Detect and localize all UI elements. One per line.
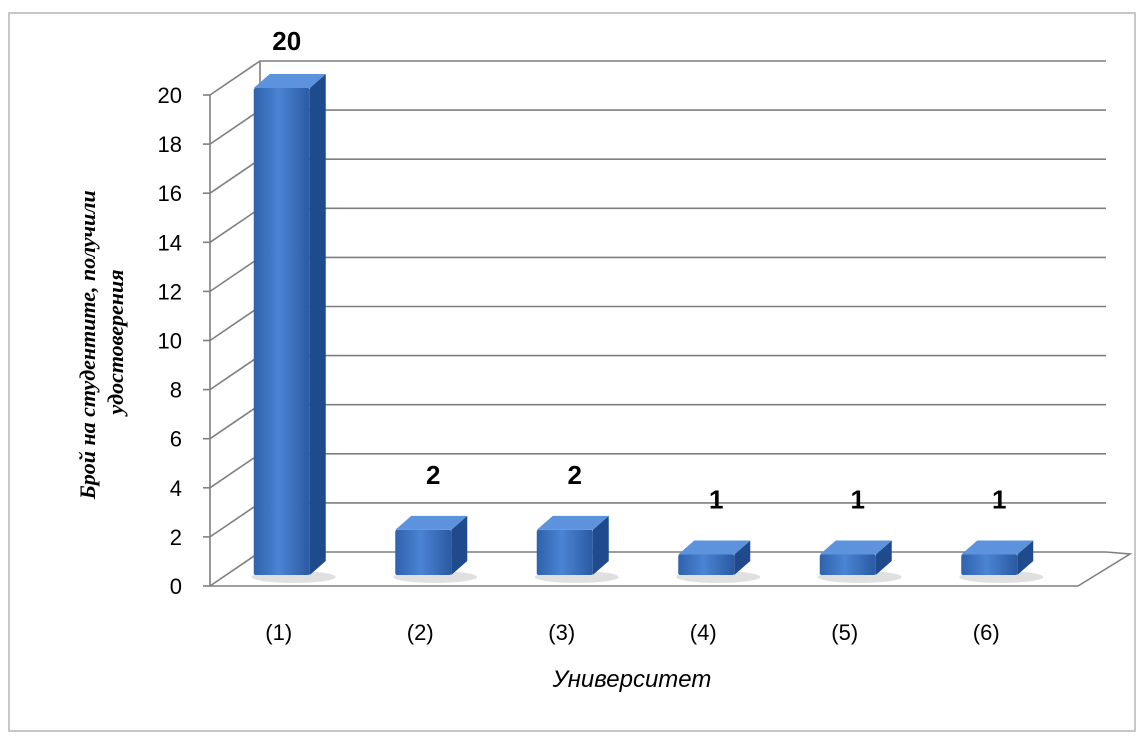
bar-front: [253, 88, 310, 575]
y-axis-title-line-2: удостоверения: [103, 269, 128, 417]
bar-side: [451, 515, 468, 575]
bar-front: [536, 529, 593, 575]
bar-side: [875, 540, 892, 575]
chart-frame: [8, 12, 1136, 732]
data-label: 1: [992, 484, 1006, 514]
gridline: [209, 453, 1106, 489]
gridline: [209, 109, 1106, 145]
bar-side: [734, 540, 751, 575]
bar-top: [253, 74, 326, 88]
y-tick-label: 16: [158, 181, 182, 206]
bar-front: [678, 554, 735, 575]
gridline: [209, 158, 1106, 194]
y-tick-label: 20: [158, 83, 182, 108]
x-category-label: (3): [548, 620, 575, 645]
x-category-label: (6): [973, 620, 1000, 645]
chart-floor: [210, 551, 1133, 587]
data-label: 2: [568, 460, 582, 490]
bar-top: [395, 515, 468, 530]
bar-top: [961, 540, 1034, 555]
gridline: [209, 403, 1106, 440]
y-tick-label: 6: [170, 427, 182, 452]
x-axis-title: Университет: [552, 666, 712, 693]
y-axis-title-line-1: Брой на студентите, получили: [75, 190, 100, 500]
y-tick-label: 2: [170, 525, 182, 550]
bar: [676, 540, 761, 583]
data-label: 2: [426, 460, 440, 490]
y-axis: [203, 61, 261, 587]
bar-top: [819, 540, 892, 555]
y-tick-label: 14: [158, 230, 182, 255]
gridline: [209, 305, 1106, 342]
gridline: [209, 256, 1106, 293]
y-axis-title: Брой на студентите, получили удостоверен…: [75, 185, 128, 501]
data-label: 20: [272, 26, 301, 56]
y-tick-label: 8: [170, 378, 182, 403]
bars: [251, 74, 1044, 583]
gridline: [209, 207, 1106, 243]
bar-side: [309, 74, 326, 575]
bar-top: [536, 515, 609, 530]
bar: [393, 515, 478, 583]
x-category-label: (1): [265, 620, 292, 645]
bar: [251, 74, 336, 583]
bar: [817, 540, 902, 583]
x-category-label: (5): [831, 620, 858, 645]
y-tick-label: 4: [170, 476, 182, 501]
data-label: 1: [709, 484, 723, 514]
y-tick-label: 12: [158, 279, 182, 304]
labels: 0 2 4 6 8 10 12 14 16 18 20 20 (1) 2 (2) 2 (3) 1 (4) 1 (5) 1 (…: [158, 26, 1007, 645]
gridline: [209, 354, 1106, 391]
x-category-label: (4): [690, 620, 717, 645]
bar-front: [819, 554, 876, 575]
bar-front: [961, 554, 1018, 575]
gridline: [209, 502, 1106, 538]
bar-side: [592, 515, 609, 575]
y-tick-label: 18: [158, 132, 182, 157]
data-label: 1: [851, 484, 865, 514]
bar-top: [678, 540, 751, 555]
bar-side: [1017, 540, 1034, 575]
gridline: [209, 60, 1106, 96]
y-tick-label: 10: [158, 329, 182, 354]
x-category-label: (2): [407, 620, 434, 645]
y-tick-label: 0: [170, 574, 182, 599]
bar: [534, 515, 619, 583]
bar-front: [395, 529, 452, 575]
bar: [959, 540, 1044, 583]
